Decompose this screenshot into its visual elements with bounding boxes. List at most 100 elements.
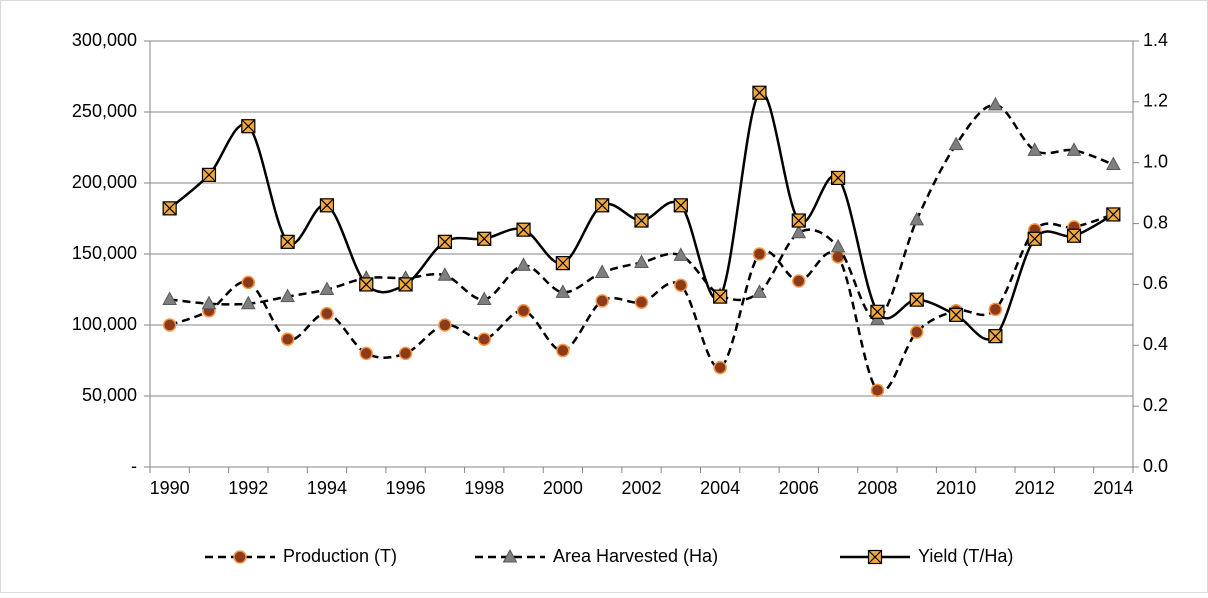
marker-shape (201, 295, 217, 310)
point-marker (791, 213, 806, 228)
marker-cross (516, 222, 531, 237)
marker-shape (634, 254, 649, 269)
point-marker (909, 211, 925, 226)
y-tick-label: 300,000 (72, 30, 137, 50)
y-tick-label: 50,000 (82, 385, 137, 405)
x-tick-label: 2004 (700, 478, 740, 498)
marker-shape (319, 281, 335, 295)
point-marker (673, 247, 689, 261)
y-tick-label: - (131, 456, 137, 476)
point-marker (477, 332, 491, 346)
point-marker (280, 332, 295, 346)
point-marker (634, 254, 649, 269)
marker-cross (437, 234, 452, 249)
marker-shape (909, 211, 925, 226)
point-marker (280, 288, 295, 303)
point-marker (752, 284, 767, 298)
marker-shape (241, 275, 256, 290)
point-marker (516, 304, 531, 318)
x-tick-label: 1994 (307, 478, 347, 498)
marker-shape (1027, 142, 1043, 156)
point-marker (713, 289, 728, 304)
legend-marker (867, 549, 883, 565)
marker-cross (595, 198, 610, 213)
point-marker (870, 383, 885, 398)
point-marker (634, 213, 649, 228)
point-marker (909, 292, 924, 307)
point-marker (948, 307, 964, 322)
point-marker (555, 284, 571, 298)
marker-shape (792, 274, 806, 288)
marker-shape (948, 136, 964, 151)
marker-shape (831, 250, 845, 264)
legend-label: Area Harvested (Ha) (553, 546, 718, 566)
marker-shape (359, 346, 374, 361)
marker-cross (398, 277, 413, 292)
marker-cross (791, 213, 806, 228)
marker-cross (909, 292, 924, 307)
point-marker (437, 234, 452, 249)
marker-shape (280, 332, 295, 346)
marker-shape (555, 284, 571, 298)
point-marker (909, 325, 924, 339)
point-marker (516, 222, 531, 237)
point-marker (438, 318, 452, 332)
point-marker (398, 277, 413, 292)
marker-shape (1106, 156, 1121, 171)
point-marker (988, 329, 1003, 344)
marker-cross (713, 289, 728, 304)
marker-shape (438, 318, 452, 332)
point-marker (988, 302, 1003, 317)
point-marker (241, 119, 256, 134)
marker-cross (949, 307, 963, 322)
point-marker (240, 295, 256, 310)
point-marker (319, 281, 335, 295)
point-marker (830, 170, 846, 186)
marker-cross (870, 304, 885, 319)
point-marker (201, 295, 217, 310)
y-tick-label: 250,000 (72, 101, 137, 121)
point-marker (437, 267, 453, 281)
legend-label: Yield (T/Ha) (918, 546, 1013, 566)
point-marker (502, 548, 518, 563)
point-marker (595, 198, 610, 213)
point-marker (752, 247, 767, 261)
point-marker (320, 306, 334, 321)
point-marker (831, 250, 845, 264)
marker-shape (595, 294, 609, 308)
marker-shape (909, 325, 924, 339)
x-tick-label: 1992 (228, 478, 268, 498)
marker-shape (594, 264, 610, 278)
legend-marker (233, 550, 247, 564)
point-marker (867, 549, 883, 565)
y-tick-label: 150,000 (72, 243, 137, 263)
marker-shape (502, 548, 518, 563)
point-marker (830, 238, 846, 253)
marker-cross (202, 167, 216, 182)
point-marker (477, 231, 492, 246)
point-marker (1066, 228, 1082, 243)
marker-cross (673, 198, 688, 213)
marker-cross (162, 201, 177, 216)
point-marker (634, 295, 649, 310)
y2-tick-label: 0.0 (1143, 456, 1168, 476)
x-tick-label: 2014 (1093, 478, 1133, 498)
y2-tick-label: 0.4 (1143, 334, 1168, 354)
y2-tick-label: 1.2 (1143, 91, 1168, 111)
marker-shape (320, 306, 334, 321)
marker-cross (988, 329, 1003, 344)
legend-marker (502, 548, 518, 563)
marker-shape (437, 267, 453, 281)
point-marker (233, 550, 247, 564)
y2-tick-label: 0.8 (1143, 212, 1168, 232)
point-marker (162, 291, 177, 305)
y-tick-label: 200,000 (72, 172, 137, 192)
marker-shape (674, 278, 688, 292)
marker-shape (162, 318, 177, 332)
point-marker (791, 224, 807, 239)
marker-shape (398, 346, 413, 361)
point-marker (792, 274, 806, 288)
marker-shape (516, 257, 531, 271)
point-marker (870, 304, 885, 319)
marker-shape (556, 343, 570, 358)
